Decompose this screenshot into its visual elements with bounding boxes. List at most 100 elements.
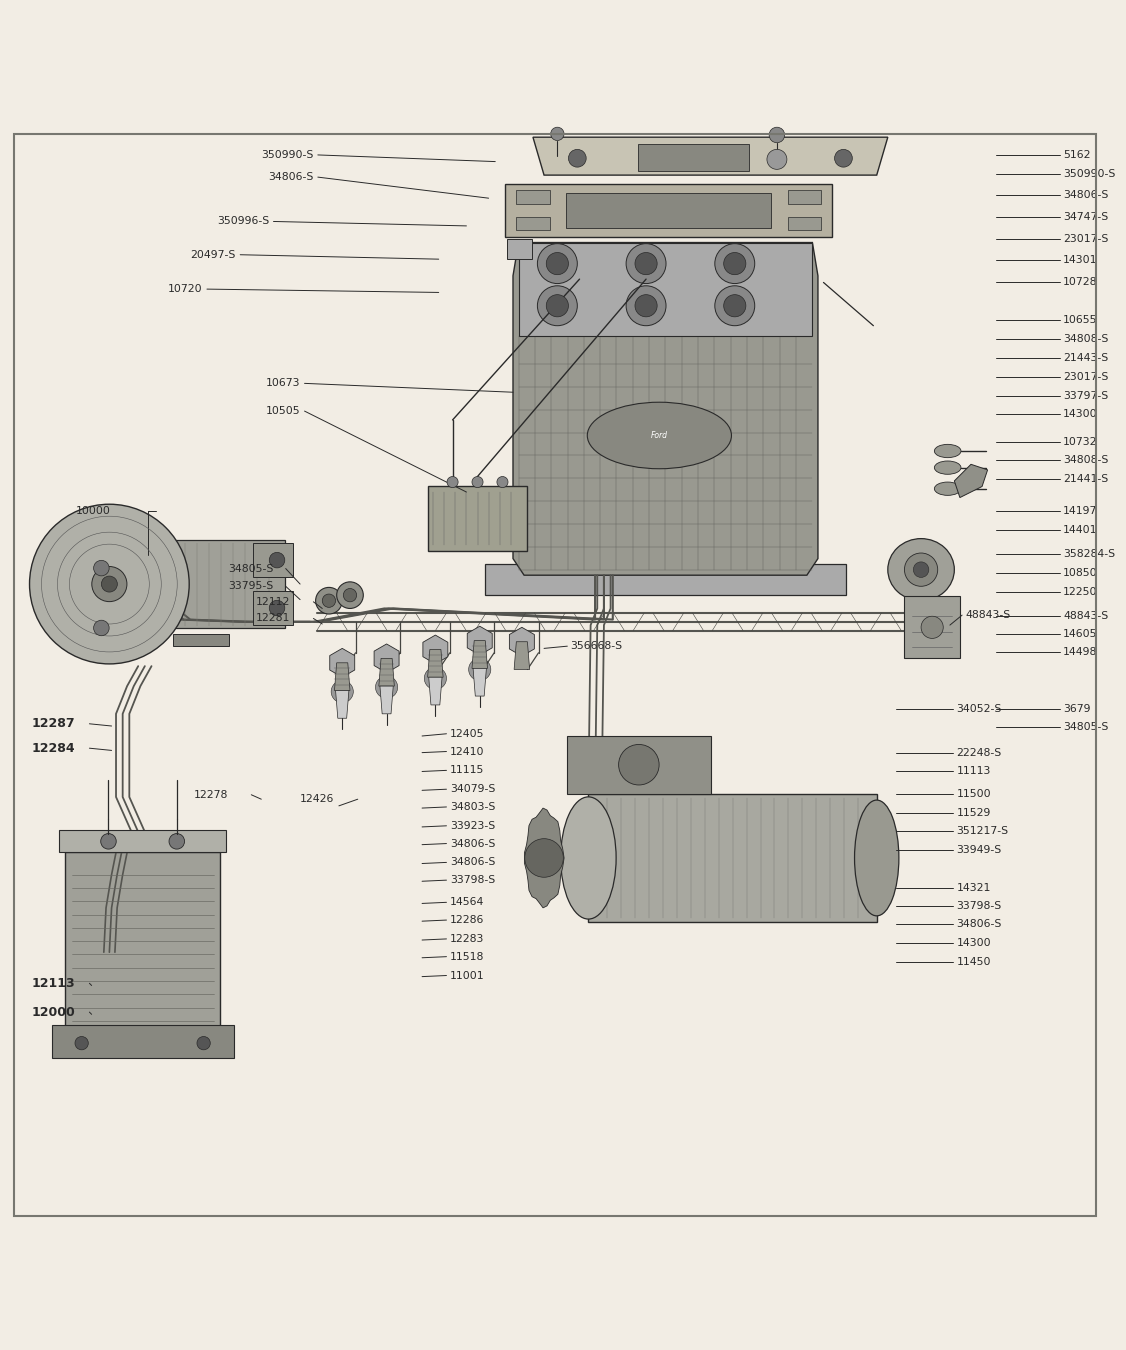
Text: 12410: 12410 xyxy=(449,747,484,756)
Circle shape xyxy=(834,150,852,167)
Text: 22248-S: 22248-S xyxy=(957,748,1002,757)
Text: 10850: 10850 xyxy=(1063,568,1098,578)
Text: 34079-S: 34079-S xyxy=(449,784,495,794)
Circle shape xyxy=(269,601,285,616)
Text: 14605: 14605 xyxy=(1063,629,1098,639)
Text: 12278: 12278 xyxy=(194,790,229,799)
Text: 21441-S: 21441-S xyxy=(1063,474,1108,483)
Polygon shape xyxy=(509,628,535,656)
Bar xyxy=(788,190,821,204)
Text: 10728: 10728 xyxy=(1063,278,1098,288)
Polygon shape xyxy=(566,193,771,228)
Text: 21443-S: 21443-S xyxy=(1063,352,1108,363)
Polygon shape xyxy=(173,633,229,647)
Circle shape xyxy=(425,667,447,690)
Text: 10732: 10732 xyxy=(1063,437,1098,447)
Circle shape xyxy=(315,587,342,614)
Circle shape xyxy=(375,676,397,698)
Polygon shape xyxy=(336,690,349,718)
Text: 14300: 14300 xyxy=(957,938,991,948)
Circle shape xyxy=(472,477,483,487)
Polygon shape xyxy=(638,143,749,171)
Text: 20497-S: 20497-S xyxy=(190,250,235,259)
Text: 12286: 12286 xyxy=(449,915,484,925)
Polygon shape xyxy=(330,648,355,678)
Text: 14301: 14301 xyxy=(1063,255,1098,266)
Text: 12287: 12287 xyxy=(32,717,75,730)
Polygon shape xyxy=(472,641,488,668)
Text: 34052-S: 34052-S xyxy=(957,705,1002,714)
Text: 33795-S: 33795-S xyxy=(229,582,274,591)
Circle shape xyxy=(93,620,109,636)
Polygon shape xyxy=(379,686,393,714)
Text: 11450: 11450 xyxy=(957,957,991,967)
Circle shape xyxy=(546,294,569,317)
Circle shape xyxy=(75,1037,88,1050)
Text: 14300: 14300 xyxy=(1063,409,1098,420)
Circle shape xyxy=(497,477,508,487)
Text: 11113: 11113 xyxy=(957,767,991,776)
Text: 34806-S: 34806-S xyxy=(268,171,313,182)
Text: 34805-S: 34805-S xyxy=(1063,722,1108,732)
Polygon shape xyxy=(589,794,877,922)
Polygon shape xyxy=(519,243,812,336)
Circle shape xyxy=(913,562,929,578)
Text: 23017-S: 23017-S xyxy=(1063,371,1108,382)
Circle shape xyxy=(767,150,787,169)
Text: 10505: 10505 xyxy=(266,406,301,416)
Circle shape xyxy=(447,477,458,487)
Circle shape xyxy=(635,294,658,317)
Polygon shape xyxy=(508,239,531,259)
Text: 33798-S: 33798-S xyxy=(449,875,495,886)
Polygon shape xyxy=(955,464,988,498)
Text: 23017-S: 23017-S xyxy=(1063,234,1108,244)
Text: 12113: 12113 xyxy=(32,977,75,990)
Ellipse shape xyxy=(588,402,732,468)
Polygon shape xyxy=(429,678,443,705)
Circle shape xyxy=(331,680,354,703)
Circle shape xyxy=(93,560,109,576)
Text: 12284: 12284 xyxy=(32,741,75,755)
Circle shape xyxy=(618,744,659,784)
Polygon shape xyxy=(378,659,394,686)
Text: 10673: 10673 xyxy=(266,378,301,389)
Text: 33797-S: 33797-S xyxy=(1063,390,1108,401)
Text: 10000: 10000 xyxy=(77,506,111,516)
Polygon shape xyxy=(473,668,486,697)
Text: 14564: 14564 xyxy=(449,898,484,907)
Text: 12405: 12405 xyxy=(449,729,484,738)
Text: 10720: 10720 xyxy=(168,284,203,294)
Circle shape xyxy=(537,286,578,325)
Circle shape xyxy=(635,252,658,274)
Text: 34803-S: 34803-S xyxy=(449,802,495,811)
Polygon shape xyxy=(506,184,832,238)
Text: 11500: 11500 xyxy=(957,788,991,799)
Text: 358284-S: 358284-S xyxy=(1063,549,1115,559)
Circle shape xyxy=(724,252,745,274)
Text: 12283: 12283 xyxy=(449,934,484,944)
Circle shape xyxy=(337,582,364,609)
Ellipse shape xyxy=(935,482,960,495)
Circle shape xyxy=(715,286,754,325)
Polygon shape xyxy=(428,649,444,678)
Text: 12426: 12426 xyxy=(301,794,334,805)
Text: 11115: 11115 xyxy=(449,765,484,775)
Text: 11529: 11529 xyxy=(957,807,991,818)
Circle shape xyxy=(269,552,285,568)
Circle shape xyxy=(169,833,185,849)
Polygon shape xyxy=(515,641,529,670)
Circle shape xyxy=(525,838,563,878)
Text: 12112: 12112 xyxy=(256,597,291,606)
Text: 33949-S: 33949-S xyxy=(957,845,1002,855)
Text: 34805-S: 34805-S xyxy=(229,563,274,574)
Polygon shape xyxy=(566,736,712,794)
Circle shape xyxy=(546,252,569,274)
Circle shape xyxy=(904,554,938,586)
Text: 11518: 11518 xyxy=(449,952,484,961)
Ellipse shape xyxy=(935,444,960,458)
Text: 34747-S: 34747-S xyxy=(1063,212,1108,221)
Circle shape xyxy=(724,294,745,317)
Text: 34808-S: 34808-S xyxy=(1063,455,1108,464)
Circle shape xyxy=(626,243,665,284)
Circle shape xyxy=(468,659,491,680)
